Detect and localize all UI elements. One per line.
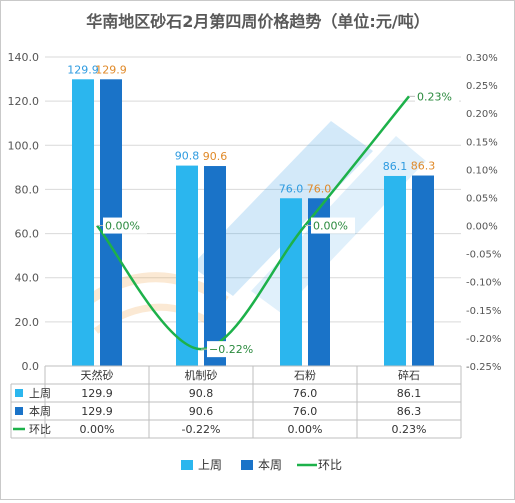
line-data-label: 0.23% — [417, 90, 452, 103]
line-label-bg — [311, 217, 355, 234]
table-cell: 76.0 — [293, 387, 318, 400]
table-row-name: 环比 — [29, 423, 51, 436]
right-tick-label: -0.20% — [466, 334, 501, 345]
table-category: 碎石 — [398, 368, 420, 382]
bar-data-label: 76.0 — [307, 182, 332, 195]
table-cell: 86.3 — [397, 405, 422, 418]
bar-this-week — [308, 198, 330, 366]
table-key — [15, 389, 23, 397]
line-label-bg — [207, 341, 251, 358]
right-tick-label: 0.00% — [466, 222, 498, 233]
bar-data-label: 129.9 — [95, 63, 127, 76]
right-tick-label: 0.30% — [466, 53, 498, 64]
right-axis-ticks: -0.25% -0.20% -0.15% -0.10% -0.05% 0.00% 0.05%… — [466, 53, 501, 373]
table-category: 天然砂 — [81, 368, 114, 382]
left-tick-label: 60.0 — [15, 228, 40, 241]
right-tick-label: -0.15% — [466, 306, 501, 317]
legend-label: 本周 — [258, 458, 282, 472]
left-tick-label: 120.0 — [8, 95, 40, 108]
legend-label: 上周 — [198, 458, 222, 472]
line-data-label: 0.00% — [105, 220, 140, 233]
left-tick-label: 100.0 — [8, 139, 40, 152]
table-cell: 0.23% — [392, 423, 427, 436]
table-row-name: 本周 — [29, 404, 51, 418]
table-cell: 86.1 — [397, 387, 422, 400]
legend-key — [241, 460, 253, 470]
table-cell: 0.00% — [80, 423, 115, 436]
right-tick-label: 0.15% — [466, 137, 498, 148]
left-tick-label: 80.0 — [15, 183, 40, 196]
line-label-bg — [415, 88, 459, 105]
table-cell: 129.9 — [81, 387, 113, 400]
bar-last-week — [176, 165, 198, 366]
legend: 上周 本周 环比 — [181, 458, 342, 472]
table-cell: 90.8 — [189, 387, 214, 400]
right-tick-label: -0.10% — [466, 278, 501, 289]
chart-title: 华南地区砂石2月第四周价格趋势（单位:元/吨） — [86, 12, 429, 31]
bar-last-week — [72, 79, 94, 366]
right-tick-label: 0.05% — [466, 193, 498, 204]
table-cell: 90.6 — [189, 405, 214, 418]
bar-last-week — [384, 175, 406, 366]
table-key — [15, 407, 23, 415]
table-cell: 129.9 — [81, 405, 113, 418]
table-row-name: 上周 — [29, 387, 51, 400]
legend-label: 环比 — [318, 458, 342, 472]
bar-this-week — [204, 166, 226, 366]
table-cell: 76.0 — [293, 405, 318, 418]
bar-last-week — [280, 198, 302, 366]
table-category: 机制砂 — [185, 368, 218, 382]
bar-data-label: 90.8 — [175, 150, 200, 163]
bar-data-label: 76.0 — [279, 182, 304, 195]
line-label-bg — [103, 217, 147, 234]
line-data-label: 0.00% — [313, 220, 348, 233]
left-tick-label: 0.0 — [22, 360, 40, 373]
bar-data-label: 86.1 — [383, 160, 408, 173]
bar-this-week — [412, 175, 434, 366]
table-cell: 0.00% — [288, 423, 323, 436]
bar-data-label: 90.6 — [203, 150, 228, 163]
right-tick-label: -0.05% — [466, 250, 501, 261]
right-tick-label: 0.20% — [466, 109, 498, 120]
right-tick-label: -0.25% — [466, 362, 501, 373]
left-tick-label: 140.0 — [8, 51, 40, 64]
left-tick-label: 20.0 — [15, 316, 40, 329]
line-data-label: −0.22% — [209, 343, 253, 356]
right-tick-label: 0.25% — [466, 81, 498, 92]
bar-data-label: 129.9 — [67, 63, 99, 76]
bar-data-label: 86.3 — [411, 160, 436, 173]
ratio-line: 0.00% −0.22% 0.00% 0.23% — [96, 88, 459, 358]
right-tick-label: 0.10% — [466, 165, 498, 176]
ratio-line-path — [96, 95, 410, 351]
legend-key — [181, 460, 193, 470]
left-tick-label: 40.0 — [15, 272, 40, 285]
table-category: 石粉 — [294, 369, 316, 382]
left-axis-ticks: 0.0 20.0 40.0 60.0 80.0 100.0 120.0 140.0 — [8, 51, 40, 373]
table-cell: -0.22% — [182, 423, 221, 436]
